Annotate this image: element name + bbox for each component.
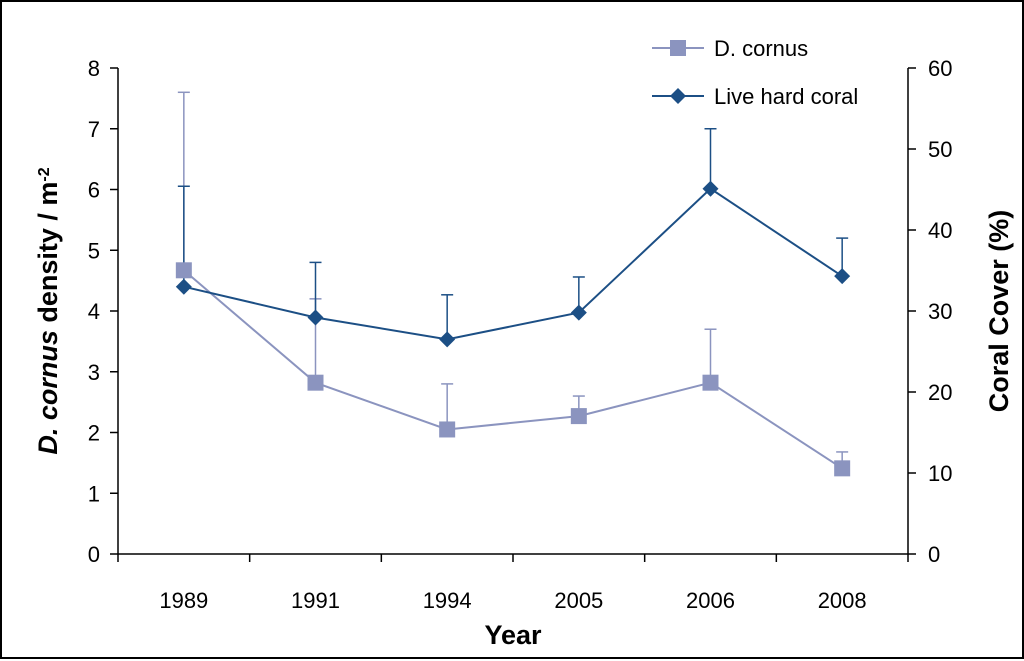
right-y-tick-label: 40: [928, 218, 952, 243]
x-tick-label: 2008: [818, 588, 867, 613]
left-y-tick-label: 2: [88, 421, 100, 446]
x-tick-label: 1991: [291, 588, 340, 613]
legend-marker-live-hard-coral: [670, 88, 686, 104]
markers-layer: [175, 180, 851, 477]
left-y-tick-label: 1: [88, 481, 100, 506]
live-hard-coral-point: [307, 309, 324, 326]
legend-marker-d-cornus: [670, 40, 686, 56]
left-y-tick-label: 0: [88, 542, 100, 567]
left-y-tick-label: 4: [88, 299, 100, 324]
right-y-tick-label: 10: [928, 461, 952, 486]
axes-layer: [110, 67, 916, 562]
right-y-axis-title: Coral Cover (%): [984, 210, 1014, 413]
legend: D. cornus Live hard coral: [652, 36, 858, 109]
left-y-tick-label: 8: [88, 56, 100, 81]
d-cornus-point: [439, 421, 456, 438]
left-y-axis-title-rest: density / m: [33, 182, 63, 331]
right-y-tick-label: 20: [928, 380, 952, 405]
d-cornus-point: [175, 262, 192, 279]
x-tick-label: 1989: [159, 588, 208, 613]
legend-label-d-cornus: D. cornus: [714, 36, 808, 61]
d-cornus-line: [183, 269, 843, 470]
live-hard-coral-point: [834, 268, 851, 285]
error-bars-layer: [177, 91, 849, 469]
live-hard-coral-point: [702, 180, 719, 197]
left-y-tick-label: 3: [88, 360, 100, 385]
d-cornus-point: [307, 374, 324, 391]
live-hard-coral-point: [439, 331, 456, 348]
x-axis-title: Year: [484, 620, 542, 650]
left-y-tick-label: 6: [88, 178, 100, 203]
left-y-tick-label: 5: [88, 238, 100, 263]
x-tick-label: 1994: [423, 588, 472, 613]
legend-label-live-hard-coral: Live hard coral: [714, 84, 858, 109]
left-y-axis-title: D. cornus density / m-2: [33, 167, 63, 454]
live-hard-coral-line: [183, 187, 843, 341]
x-tick-label: 2005: [554, 588, 603, 613]
series-lines-layer: [183, 187, 843, 470]
left-y-axis-title-superscript: -2: [36, 167, 53, 181]
d-cornus-point: [570, 408, 587, 425]
right-y-tick-label: 30: [928, 299, 952, 324]
left-y-axis-title-italic: D. cornus: [33, 330, 63, 455]
live-hard-coral-point: [175, 278, 192, 295]
d-cornus-point: [834, 460, 851, 477]
d-cornus-point: [702, 374, 719, 391]
left-y-tick-label: 7: [88, 117, 100, 142]
live-hard-coral-point: [570, 304, 587, 321]
x-tick-label: 2006: [686, 588, 735, 613]
right-y-tick-label: 60: [928, 56, 952, 81]
right-y-tick-label: 50: [928, 137, 952, 162]
right-y-tick-label: 0: [928, 542, 940, 567]
tick-labels-layer: 0 1 2 3 4 5 6 7 8 0 10 20 30 40 50 60 1989 1991 1994 2005 20…: [88, 56, 953, 613]
